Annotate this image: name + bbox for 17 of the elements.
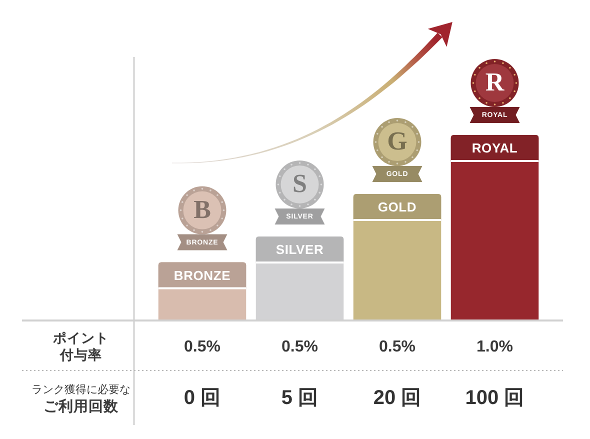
text: 0 回 [184, 387, 221, 409]
text: 0.5% [379, 338, 416, 356]
text: 0.5% [184, 338, 220, 356]
text: 100 回 [465, 387, 524, 409]
text: 1.0% [476, 338, 513, 356]
text: 0.5% [282, 338, 318, 356]
text: ランク獲得に必要なご利用回数 [32, 382, 130, 415]
text: ポイント付与率 [52, 330, 109, 364]
x-tick-label: BRONZE [174, 268, 231, 283]
annotation: B [194, 194, 211, 224]
text: 5 回 [281, 387, 318, 409]
text: 20 回 [373, 387, 422, 409]
annotation: G [387, 126, 408, 156]
x-tick-label: SILVER [276, 242, 324, 257]
annotation: S [292, 168, 307, 198]
x-tick-label: GOLD [378, 200, 417, 215]
x-tick-label: ROYAL [472, 140, 518, 156]
